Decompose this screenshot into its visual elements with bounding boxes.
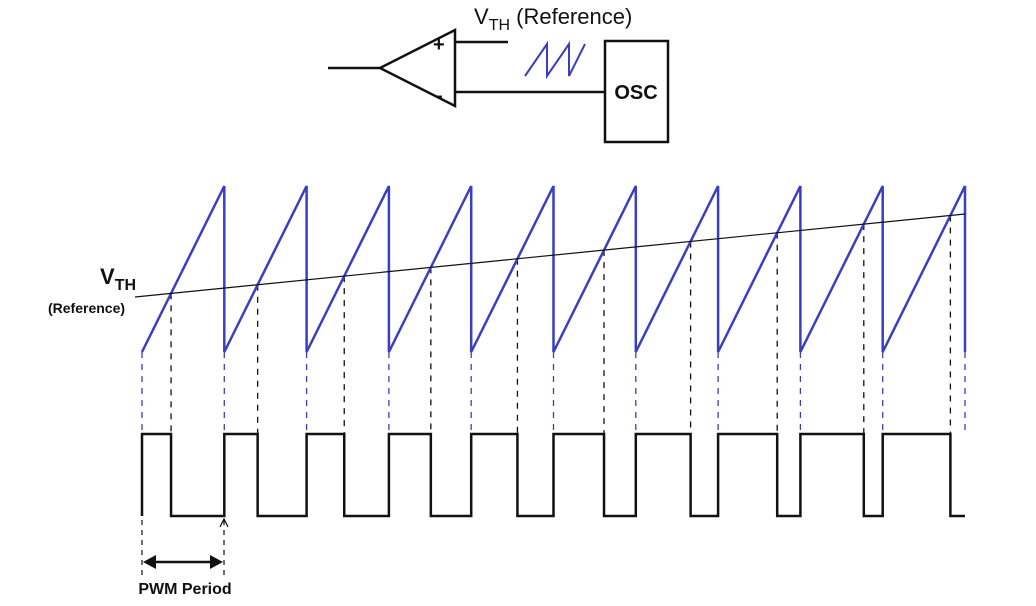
period-end-caret-icon — [219, 517, 229, 528]
reference-label-suffix: (Reference) — [510, 4, 632, 29]
period-arrow-right-icon — [210, 555, 223, 569]
vth-label: VTH — [100, 264, 136, 294]
oscillator-box — [603, 39, 670, 144]
pwm-period-label: PWM Period — [138, 581, 231, 598]
reference-threshold-line — [134, 213, 966, 298]
crossing-guides — [170, 215, 952, 434]
vth-label-v: V — [100, 264, 115, 289]
period-arrow-left-icon — [143, 555, 156, 569]
ramp-reset-guides — [141, 352, 966, 434]
sawtooth-icon — [524, 40, 586, 80]
reference-label-v: V — [474, 4, 489, 29]
pwm-path — [140, 432, 965, 518]
sawtooth-waveform — [140, 185, 967, 353]
vth-label-subscript: TH — [115, 277, 136, 294]
reference-label: VTH (Reference) — [474, 4, 632, 34]
pwm-period-indicator: PWM Period — [138, 517, 232, 598]
sawtooth-path — [140, 185, 967, 353]
comparator-triangle — [377, 27, 457, 109]
minus-sign: - — [436, 85, 443, 107]
pwm-waveform — [140, 432, 965, 518]
comparator-schematic: + - VTH (Reference) OSC — [328, 4, 670, 144]
oscillator-label: OSC — [614, 82, 657, 104]
plus-sign: + — [433, 34, 445, 56]
vth-label-note: (Reference) — [48, 300, 125, 316]
reference-label-subscript: TH — [489, 17, 510, 34]
